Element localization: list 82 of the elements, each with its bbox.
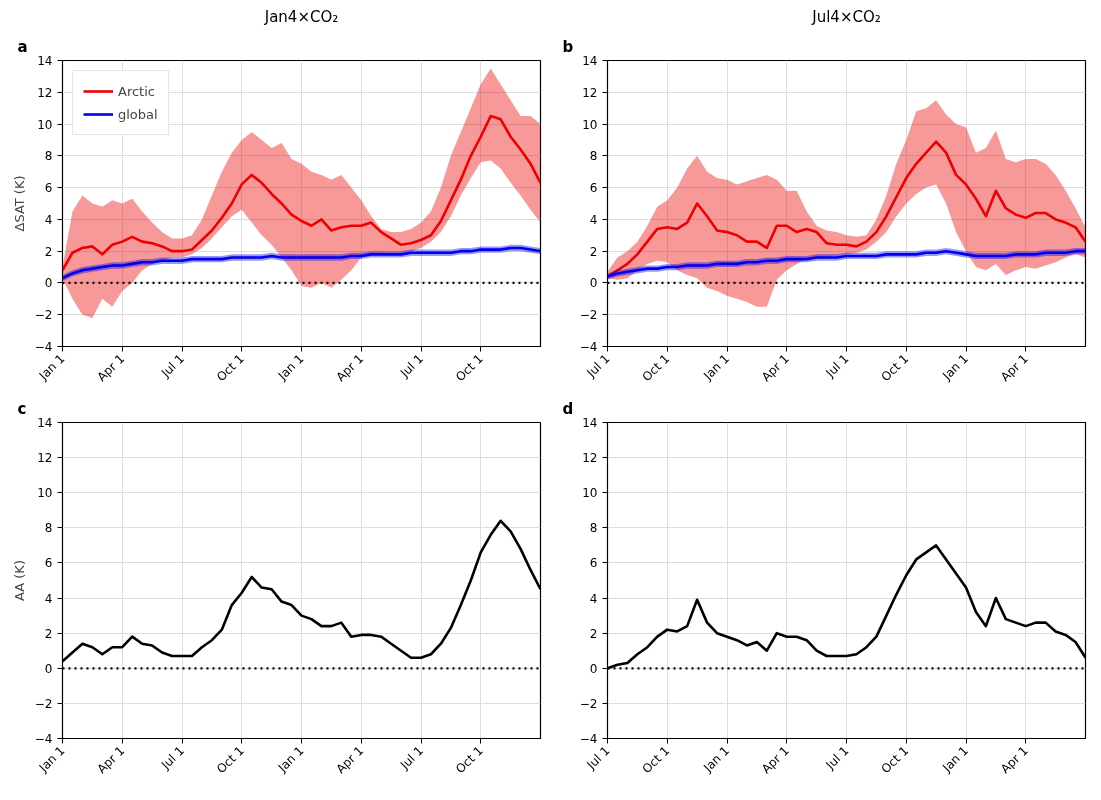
legend-label: global — [118, 106, 158, 122]
x-tick-label: Oct 1 — [453, 743, 486, 777]
x-tick-label: Jul 1 — [158, 743, 187, 773]
y-tick-label: 6 — [589, 181, 598, 196]
y-tick-label: −4 — [579, 732, 598, 746]
legend-label: Arctic — [118, 83, 155, 99]
x-tick-label: Jul 1 — [583, 743, 613, 773]
y-tick-label: 6 — [44, 181, 53, 196]
y-axis-title: AA (K) — [11, 560, 27, 601]
text: b — [562, 37, 574, 56]
y-tick-label: 14 — [37, 416, 53, 430]
y-tick-label: 8 — [44, 149, 53, 164]
y-tick-label: 10 — [582, 117, 598, 132]
x-tick-label: Apr 1 — [998, 743, 1031, 777]
x-tick-label: Oct 1 — [214, 743, 247, 777]
y-tick-label: −4 — [579, 340, 598, 354]
x-tick-label: Jul 1 — [158, 351, 187, 381]
x-tick-label: Oct 1 — [214, 351, 247, 385]
x-tick-label: Jul 1 — [583, 351, 613, 381]
y-tick-label: 2 — [589, 244, 598, 259]
y-tick-label: 2 — [44, 626, 53, 641]
chart-title: Jul4×CO₂ — [811, 7, 881, 26]
x-tick-label: Jan 1 — [700, 743, 732, 776]
x-tick-label: Jan 1 — [35, 743, 68, 776]
y-tick-label: 14 — [582, 54, 598, 68]
y-tick-label: 10 — [37, 117, 53, 132]
x-tick-label: Apr 1 — [94, 743, 128, 777]
y-tick-label: 4 — [589, 212, 598, 227]
x-tick-label: Jan 1 — [35, 351, 68, 384]
x-tick-label: Oct 1 — [453, 351, 486, 385]
x-tick-label: Jul 1 — [822, 743, 852, 773]
x-tick-label: Jan 1 — [700, 351, 732, 384]
x-tick-label: Apr 1 — [759, 351, 792, 385]
y-tick-label: 4 — [44, 212, 53, 227]
x-tick-label: Oct 1 — [639, 743, 673, 777]
y-tick-label: 8 — [589, 149, 598, 164]
x-tick-label: Jan 1 — [274, 743, 307, 776]
y-tick-label: −2 — [34, 696, 53, 711]
y-tick-label: 0 — [44, 661, 53, 676]
x-tick-label: Oct 1 — [878, 743, 912, 777]
y-tick-label: −2 — [34, 308, 53, 323]
y-tick-label: 4 — [44, 591, 53, 606]
y-tick-label: 10 — [582, 486, 598, 501]
y-tick-label: 6 — [589, 556, 598, 571]
y-tick-label: 2 — [589, 626, 598, 641]
y-tick-label: 0 — [589, 276, 598, 291]
y-tick-label: 6 — [44, 556, 53, 571]
x-tick-label: Apr 1 — [998, 351, 1031, 385]
x-tick-label: Oct 1 — [639, 351, 673, 385]
x-tick-label: Jul 1 — [822, 351, 852, 381]
y-tick-label: 8 — [44, 521, 53, 536]
x-tick-label: Jan 1 — [274, 351, 307, 384]
y-tick-label: 0 — [44, 276, 53, 291]
x-tick-label: Apr 1 — [333, 351, 367, 385]
x-tick-label: Jan 1 — [939, 743, 971, 776]
y-tick-label: 14 — [37, 54, 53, 68]
y-tick-label: −4 — [34, 340, 53, 354]
text: a — [17, 37, 28, 56]
y-tick-label: −2 — [579, 308, 598, 323]
y-tick-label: 14 — [582, 416, 598, 430]
y-tick-label: 12 — [582, 451, 598, 466]
y-tick-label: 8 — [589, 521, 598, 536]
x-tick-label: Apr 1 — [759, 743, 792, 777]
y-tick-label: 12 — [582, 85, 598, 100]
text: c — [17, 399, 27, 418]
y-tick-label: 0 — [589, 661, 598, 676]
y-tick-label: −4 — [34, 732, 53, 746]
y-axis-title: ΔSAT (K) — [11, 175, 27, 232]
y-tick-label: 12 — [37, 451, 53, 466]
x-tick-label: Oct 1 — [878, 351, 912, 385]
chart-title: Jan4×CO₂ — [263, 7, 339, 26]
x-tick-label: Apr 1 — [333, 743, 367, 777]
x-tick-label: Apr 1 — [94, 351, 128, 385]
y-tick-label: 2 — [44, 244, 53, 259]
y-tick-label: −2 — [579, 696, 598, 711]
x-tick-label: Jan 1 — [939, 351, 971, 384]
y-tick-label: 12 — [37, 85, 53, 100]
y-tick-label: 10 — [37, 486, 53, 501]
text: d — [562, 399, 574, 418]
x-tick-label: Jul 1 — [397, 351, 426, 381]
y-tick-label: 4 — [589, 591, 598, 606]
x-tick-label: Jul 1 — [397, 743, 426, 773]
